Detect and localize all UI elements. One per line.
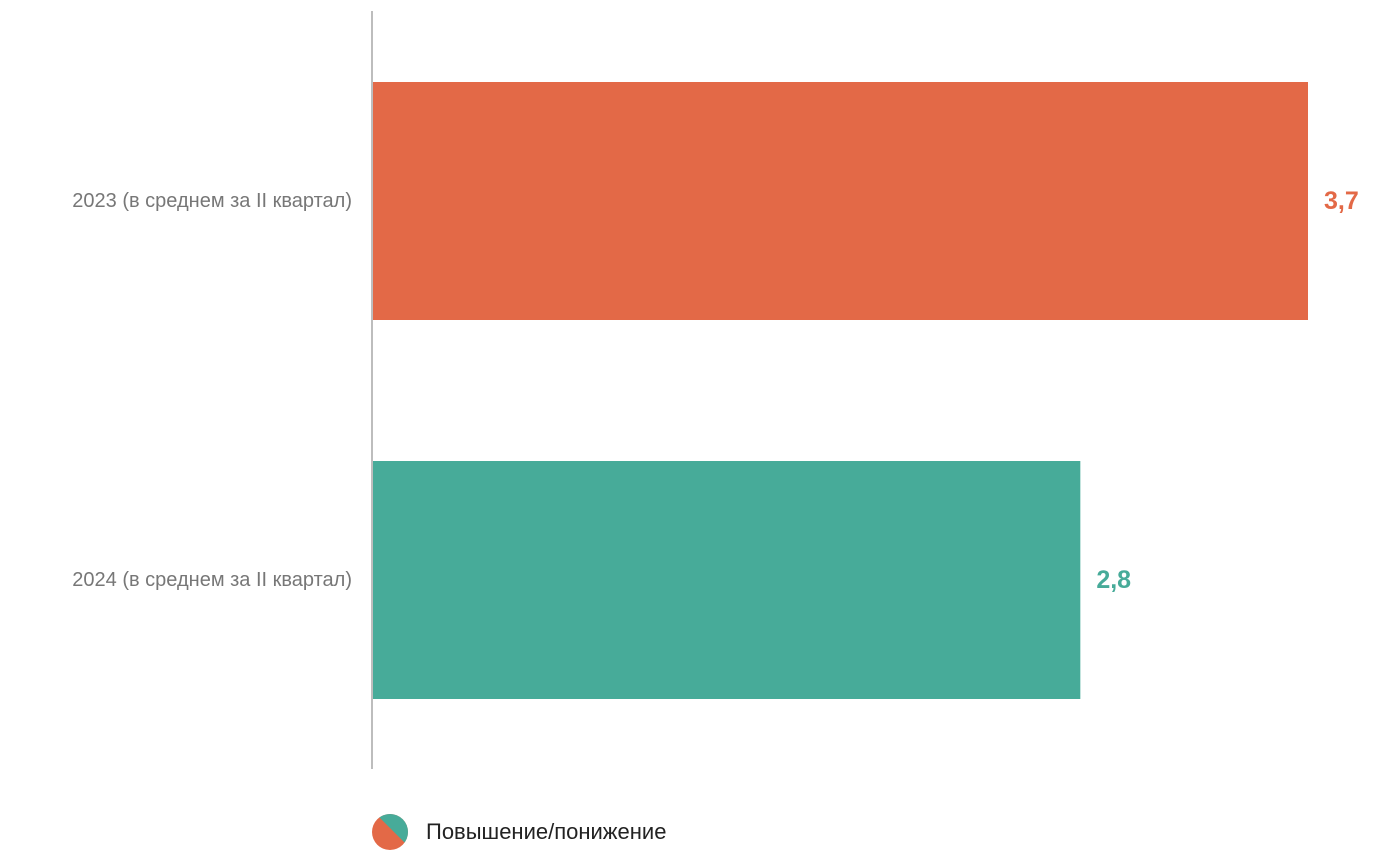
legend-label: Повышение/понижение bbox=[426, 819, 667, 844]
bar bbox=[372, 461, 1081, 699]
bar-chart-plot: 2023 (в среднем за II квартал) 3,7 2024 (в… bbox=[72, 11, 1359, 769]
increase-decrease-legend-icon bbox=[372, 814, 408, 850]
value-label: 2,8 bbox=[1096, 566, 1131, 594]
bar bbox=[372, 82, 1308, 320]
value-label: 3,7 bbox=[1324, 187, 1359, 215]
category-label: 2024 (в среднем за II квартал) bbox=[72, 569, 352, 591]
category-label: 2023 (в среднем за II квартал) bbox=[72, 190, 352, 212]
legend: Повышение/понижение bbox=[372, 814, 666, 850]
